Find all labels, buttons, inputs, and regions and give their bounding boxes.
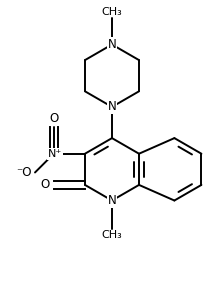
Text: ⁻O: ⁻O bbox=[17, 166, 32, 179]
Text: CH₃: CH₃ bbox=[102, 7, 122, 17]
Text: N: N bbox=[108, 38, 116, 51]
Text: CH₃: CH₃ bbox=[102, 230, 122, 240]
Text: N: N bbox=[108, 100, 116, 113]
Text: O: O bbox=[49, 112, 58, 125]
Text: N: N bbox=[108, 194, 116, 207]
Text: N⁺: N⁺ bbox=[48, 149, 62, 159]
Text: O: O bbox=[41, 178, 50, 192]
